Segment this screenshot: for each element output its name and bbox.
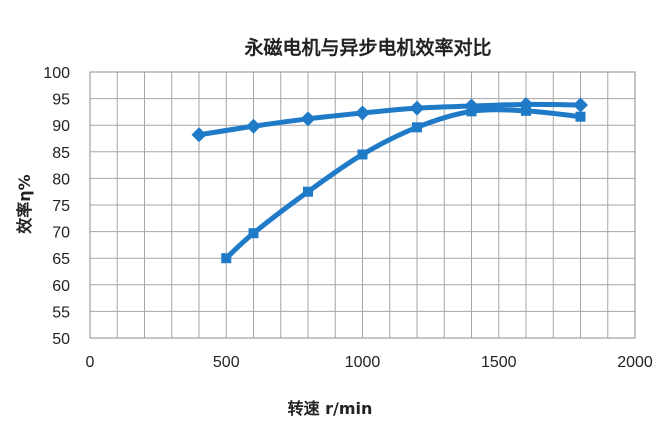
series-2-marker [466,106,477,117]
y-tick-label: 85 [52,145,70,162]
y-axis-ticks: 50 55 60 65 70 75 80 85 90 95 100 [43,65,70,348]
x-axis-label: 转速 r/min [288,399,373,418]
x-tick-label: 1500 [481,354,517,371]
series-1-marker [300,111,316,127]
series-2-line [223,107,583,261]
plot-area-border [89,71,636,339]
series-1-marker [355,105,370,121]
series-2-marker [357,149,368,160]
x-axis-ticks: 0 500 1000 1500 2000 [86,354,653,371]
plot-grid [89,71,636,339]
y-tick-label: 80 [52,171,70,188]
y-tick-label: 60 [52,278,70,295]
x-tick-label: 2000 [617,354,653,371]
y-tick-label: 65 [52,251,70,268]
series-1-marker [191,127,207,143]
y-tick-label: 55 [52,304,70,321]
x-tick-label: 500 [213,354,240,371]
series-layer [191,96,588,264]
series-1-marker [246,118,261,134]
series-2-marker [575,111,586,122]
series-1-marker [409,100,425,116]
y-tick-label: 90 [52,118,70,135]
y-tick-label: 95 [52,92,70,109]
series-2-marker [221,253,232,264]
series-1-marker [573,97,588,113]
y-tick-label: 50 [52,331,70,348]
y-tick-label: 75 [52,198,70,215]
series-2-marker [412,122,422,133]
series-2-marker [303,186,313,197]
x-tick-label: 0 [86,354,95,371]
chart-title: 永磁电机与异步电机效率对比 [243,36,491,59]
x-tick-label: 1000 [345,354,381,371]
y-tick-label: 70 [52,225,70,242]
series-2-marker [521,105,531,116]
series-2-marker [248,228,259,239]
y-tick-label: 100 [43,65,70,82]
y-axis-label: 效率η% [15,174,34,233]
